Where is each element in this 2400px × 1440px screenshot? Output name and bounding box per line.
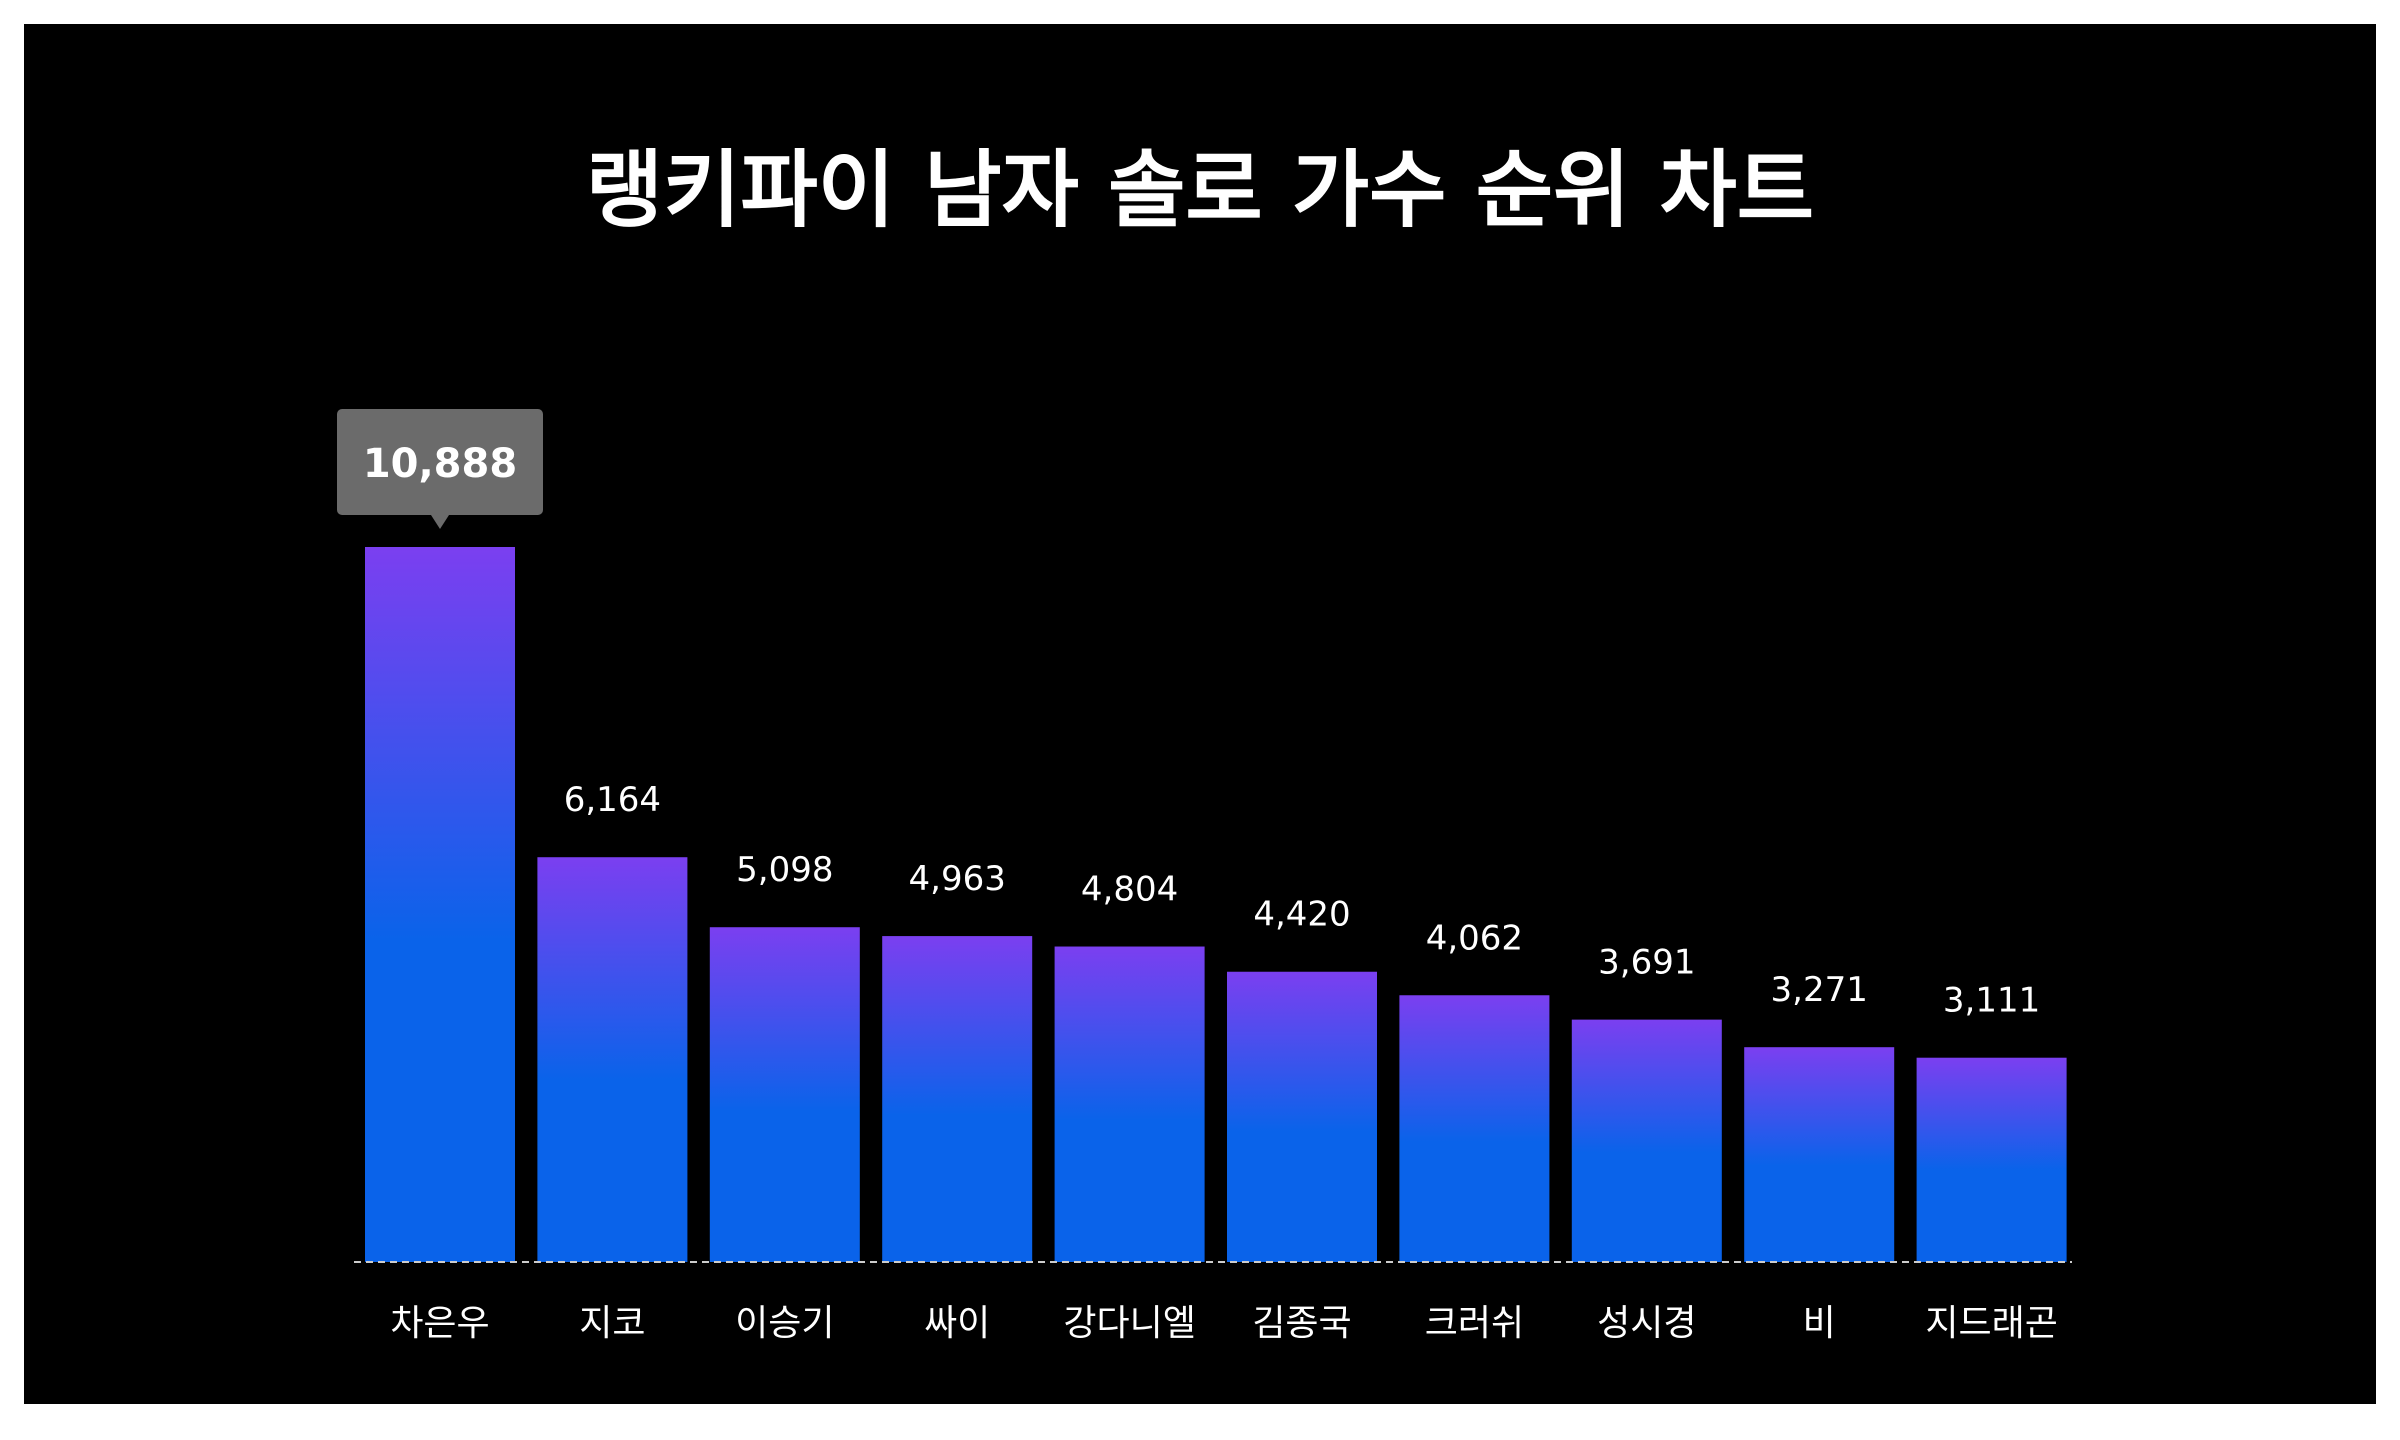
bar-5 xyxy=(1054,946,1205,1262)
value-label-8: 3,691 xyxy=(1598,943,1695,983)
bar-3 xyxy=(709,927,860,1262)
bar-8 xyxy=(1571,1019,1722,1262)
category-label-6: 김종국 xyxy=(1252,1303,1351,1344)
category-label-9: 비 xyxy=(1803,1303,1836,1344)
tooltip-box xyxy=(337,409,543,515)
value-label-10: 3,111 xyxy=(1943,981,2040,1021)
bar-9 xyxy=(1744,1047,1895,1262)
category-label-8: 성시경 xyxy=(1597,1303,1696,1344)
tooltip-pointer xyxy=(431,515,449,529)
bar-10 xyxy=(1916,1057,2067,1262)
value-label-2: 6,164 xyxy=(564,780,661,820)
category-label-2: 지코 xyxy=(579,1303,645,1344)
bar-7 xyxy=(1399,995,1550,1262)
bar-4 xyxy=(882,936,1033,1262)
value-label-7: 4,062 xyxy=(1426,918,1523,958)
bar-6 xyxy=(1227,971,1377,1262)
category-label-3: 이승기 xyxy=(735,1303,834,1344)
chart-title: 랭키파이 남자 솔로 가수 순위 차트 xyxy=(585,141,1815,239)
category-label-7: 크러쉬 xyxy=(1425,1303,1524,1344)
category-label-10: 지드래곤 xyxy=(1925,1303,2057,1344)
value-label-1: 10,888 xyxy=(363,441,517,487)
value-label-5: 4,804 xyxy=(1081,870,1178,910)
value-label-6: 4,420 xyxy=(1253,895,1350,935)
value-label-4: 4,963 xyxy=(909,859,1006,899)
bar-2 xyxy=(537,857,688,1262)
value-label-9: 3,271 xyxy=(1771,970,1868,1010)
value-label-3: 5,098 xyxy=(736,850,833,890)
category-label-4: 싸이 xyxy=(924,1303,990,1344)
bar-1 xyxy=(365,547,515,1262)
value-tooltip: 10,888 xyxy=(337,409,543,529)
category-label-5: 강다니엘 xyxy=(1063,1303,1195,1344)
category-label-1: 차은우 xyxy=(390,1303,489,1344)
